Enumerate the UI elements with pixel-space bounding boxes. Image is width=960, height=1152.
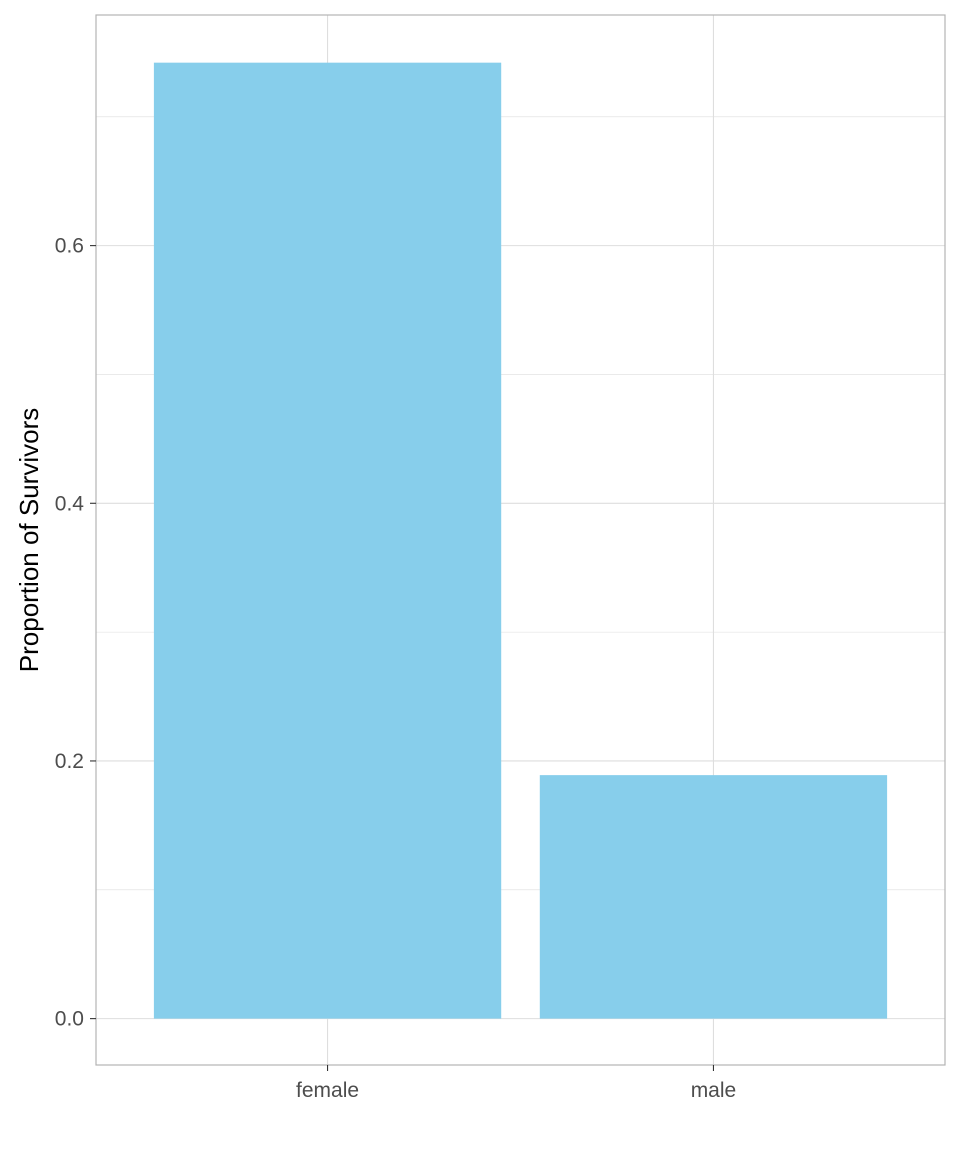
axis-ticks <box>90 245 715 1071</box>
x-tick-label-female: female <box>296 1079 359 1102</box>
y-tick-labels: 0.0 0.2 0.4 0.6 <box>55 235 85 1031</box>
y-axis-title: Proportion of Survivors <box>14 408 44 672</box>
bar-female <box>153 62 502 1019</box>
x-tick-label-male: male <box>691 1079 737 1102</box>
y-tick-label-0: 0.0 <box>55 1008 84 1031</box>
y-tick-label-3: 0.6 <box>55 235 84 258</box>
bar-male <box>539 775 888 1019</box>
bars <box>153 62 888 1019</box>
y-tick-label-2: 0.4 <box>55 492 85 515</box>
y-tick-label-1: 0.2 <box>55 750 84 773</box>
x-tick-labels: female male <box>296 1079 736 1102</box>
panel-border <box>95 14 946 1066</box>
